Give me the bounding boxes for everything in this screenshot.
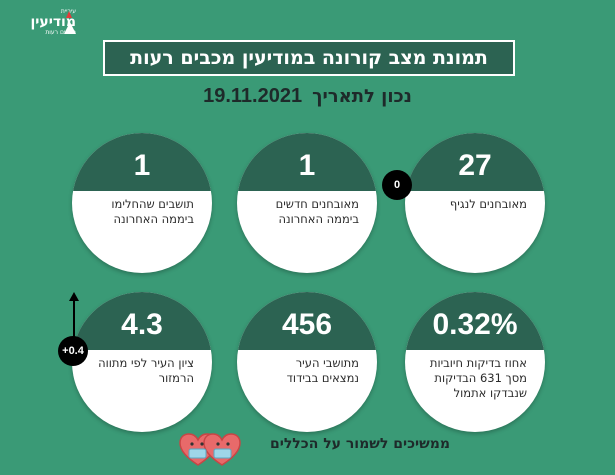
card-label: אחוז בדיקות חיוביות מסך 631 הבדיקות שנבד… xyxy=(429,356,527,400)
card-value: 456 xyxy=(237,292,377,350)
card-value: 1 xyxy=(237,133,377,191)
change-badge: 0 xyxy=(382,170,412,200)
card-label: ציון העיר לפי מתווה הרמזור xyxy=(98,356,194,385)
card-value: 27 xyxy=(405,133,545,191)
logo-sub-text: מכבים רעות xyxy=(45,29,76,36)
card-confirmed-cases: 27 מאובחנים לנגיף xyxy=(405,133,545,273)
logo-triangle-icon xyxy=(64,22,76,34)
hearts-with-masks-icon xyxy=(179,433,241,466)
card-label: מאובחנים חדשים ביממה האחרונה xyxy=(275,197,359,226)
change-badge: +0.4 xyxy=(58,336,88,366)
up-arrow-icon xyxy=(69,292,79,364)
date-prefix: נכון לתאריך xyxy=(312,85,412,107)
card-value: 0.32% xyxy=(405,292,545,350)
logo-red-triangle-icon xyxy=(66,11,72,18)
card-label: מאובחנים לנגיף xyxy=(449,197,527,211)
footer-message: ממשיכים לשמור על הכללים xyxy=(269,436,450,452)
card-label: תושבים שהחלימו ביממה האחרונה xyxy=(111,197,194,226)
card-positive-rate: 0.32% אחוז בדיקות חיוביות מסך 631 הבדיקו… xyxy=(405,292,545,432)
card-traffic-light-score: 4.3 ציון העיר לפי מתווה הרמזור xyxy=(72,292,212,432)
card-label: מתושבי העיר נמצאים בבידוד xyxy=(286,356,359,385)
card-recovered: 1 תושבים שהחלימו ביממה האחרונה xyxy=(72,133,212,273)
report-date: 19.11.2021 xyxy=(203,84,303,107)
page-title: תמונת מצב קורונה במודיעין מכבים רעות xyxy=(103,40,515,76)
card-new-cases: 1 מאובחנים חדשים ביממה האחרונה xyxy=(237,133,377,273)
card-isolation: 456 מתושבי העיר נמצאים בבידוד xyxy=(237,292,377,432)
date-line: נכון לתאריך 19.11.2021 xyxy=(150,84,465,108)
card-value: 4.3 xyxy=(72,292,212,350)
city-logo: עיריית מודיעין מכבים רעות xyxy=(6,8,76,40)
card-value: 1 xyxy=(72,133,212,191)
